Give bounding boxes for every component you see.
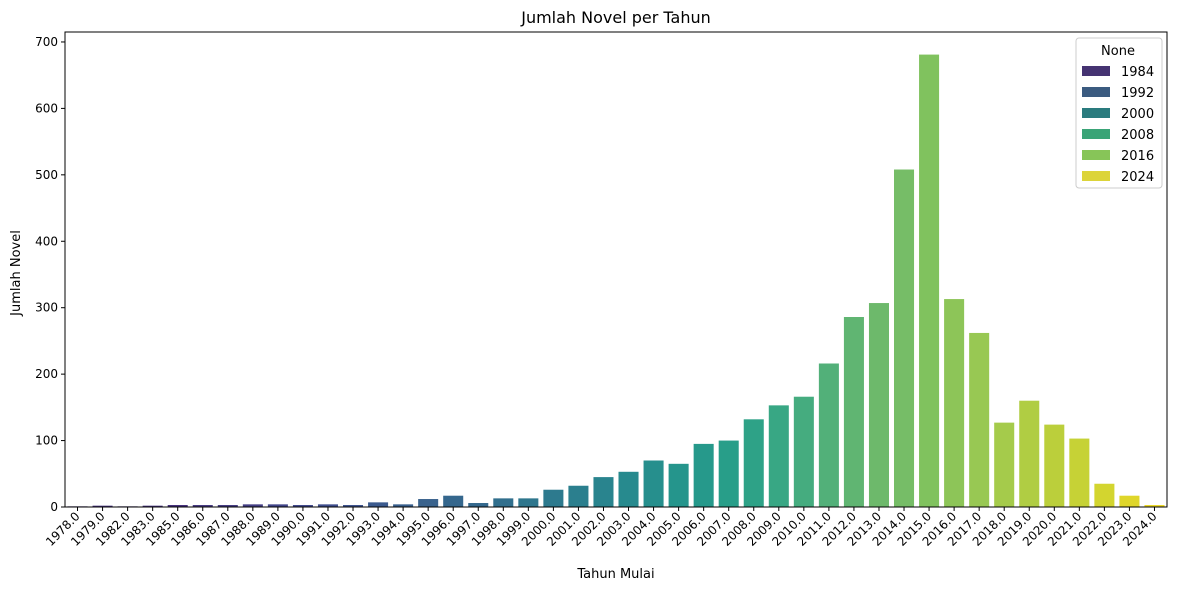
bar-2017.0 xyxy=(969,332,990,507)
legend-label-1984: 1984 xyxy=(1121,65,1154,80)
legend-title: None xyxy=(1101,44,1135,59)
bar-2011.0 xyxy=(818,363,839,507)
legend: None 1984 1992 2000 2008 2016 2024 xyxy=(1075,37,1163,189)
legend-swatch-2008 xyxy=(1082,129,1110,139)
legend-label-2008: 2008 xyxy=(1121,128,1154,143)
bar-1992.0 xyxy=(343,505,364,507)
legend-swatch-1984 xyxy=(1082,66,1110,76)
plot-frame xyxy=(64,31,1168,508)
bar-2004.0 xyxy=(643,460,664,507)
bar-2018.0 xyxy=(994,422,1015,507)
bar-2002.0 xyxy=(593,477,614,507)
bar-2001.0 xyxy=(568,485,589,507)
bar-1989.0 xyxy=(267,504,288,507)
y-tick-label: 200 xyxy=(35,367,58,381)
legend-swatch-1992 xyxy=(1082,87,1110,97)
legend-label-2024: 2024 xyxy=(1121,170,1154,185)
bar-2012.0 xyxy=(843,317,864,507)
bar-1995.0 xyxy=(418,499,439,507)
bar-1988.0 xyxy=(242,504,263,507)
y-tick-label: 500 xyxy=(35,168,58,182)
y-axis: 0 100 200 300 400 500 600 700 xyxy=(35,35,65,514)
x-axis: 1978.01979.01982.01983.01985.01986.01987… xyxy=(43,507,1160,549)
bars-group xyxy=(67,54,1165,508)
bar-1979.0 xyxy=(92,505,113,507)
bar-2000.0 xyxy=(543,489,564,507)
bar-2013.0 xyxy=(868,303,889,507)
chart-title: Jumlah Novel per Tahun xyxy=(520,8,711,27)
legend-label-2000: 2000 xyxy=(1121,107,1154,122)
legend-label-2016: 2016 xyxy=(1121,149,1154,164)
bar-2006.0 xyxy=(693,443,714,507)
bar-1986.0 xyxy=(192,505,213,507)
y-axis-label: Jumlah Novel xyxy=(9,230,24,317)
bar-1998.0 xyxy=(493,498,514,507)
y-tick-label: 100 xyxy=(35,434,58,448)
y-tick-label: 0 xyxy=(50,500,58,514)
bar-2021.0 xyxy=(1069,438,1090,507)
y-tick-label: 700 xyxy=(35,35,58,49)
bar-1985.0 xyxy=(167,505,188,507)
bar-2010.0 xyxy=(793,396,814,507)
bar-1991.0 xyxy=(317,504,338,507)
bar-2019.0 xyxy=(1019,400,1040,507)
y-tick-label: 400 xyxy=(35,234,58,248)
bar-1987.0 xyxy=(217,505,238,507)
legend-swatch-2024 xyxy=(1082,171,1110,181)
bar-1993.0 xyxy=(368,502,389,507)
bar-2020.0 xyxy=(1044,424,1065,507)
bar-2022.0 xyxy=(1094,483,1115,507)
y-tick-label: 600 xyxy=(35,101,58,115)
bar-1990.0 xyxy=(292,505,313,507)
bar-2015.0 xyxy=(919,54,940,508)
bar-2024.0 xyxy=(1144,505,1165,507)
bar-2008.0 xyxy=(743,419,764,507)
legend-label-1992: 1992 xyxy=(1121,86,1154,101)
bar-2009.0 xyxy=(768,405,789,507)
bar-1996.0 xyxy=(443,495,464,507)
bar-2005.0 xyxy=(668,463,689,507)
bar-2016.0 xyxy=(944,299,965,507)
bar-1997.0 xyxy=(468,503,489,507)
x-axis-label: Tahun Mulai xyxy=(576,567,654,582)
legend-swatch-2000 xyxy=(1082,108,1110,118)
y-tick-label: 300 xyxy=(35,301,58,315)
bar-2014.0 xyxy=(894,169,915,507)
bar-1983.0 xyxy=(142,505,163,507)
bar-2003.0 xyxy=(618,471,639,507)
bar-2023.0 xyxy=(1119,495,1140,507)
bar-1999.0 xyxy=(518,498,539,507)
bar-1994.0 xyxy=(393,504,414,507)
bar-2007.0 xyxy=(718,440,739,507)
legend-swatch-2016 xyxy=(1082,150,1110,160)
